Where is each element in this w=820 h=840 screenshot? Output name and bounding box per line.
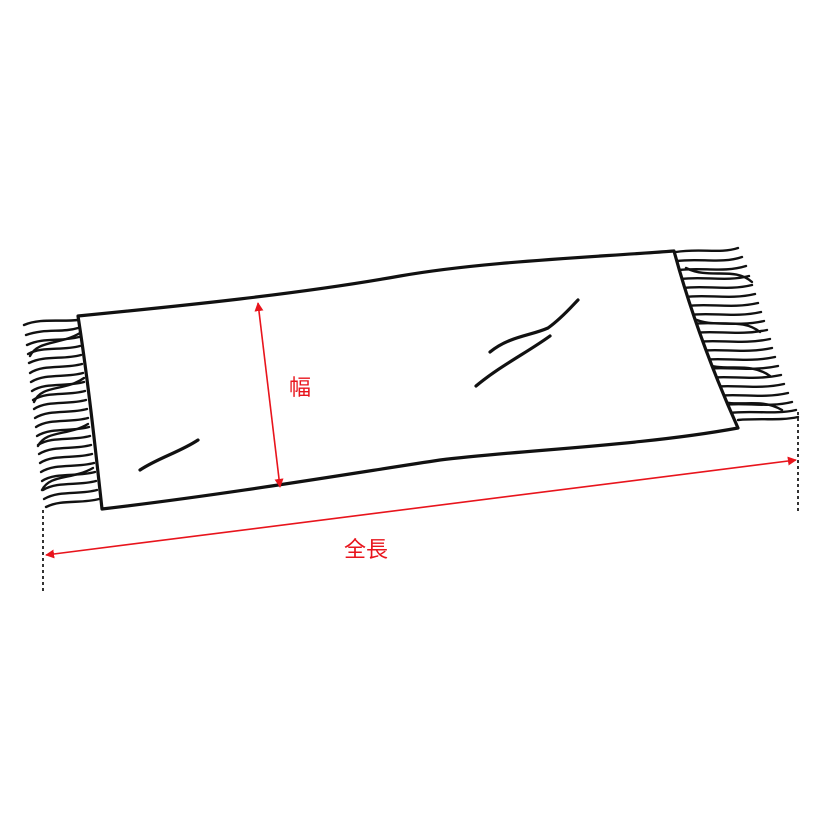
length-dimension-arrow: [45, 456, 797, 559]
scarf-body: [76, 249, 740, 511]
right-fringe: [674, 246, 800, 422]
length-label: 全長: [344, 538, 388, 563]
width-dimension-arrow: [254, 302, 284, 488]
width-label: 幅: [289, 376, 311, 401]
